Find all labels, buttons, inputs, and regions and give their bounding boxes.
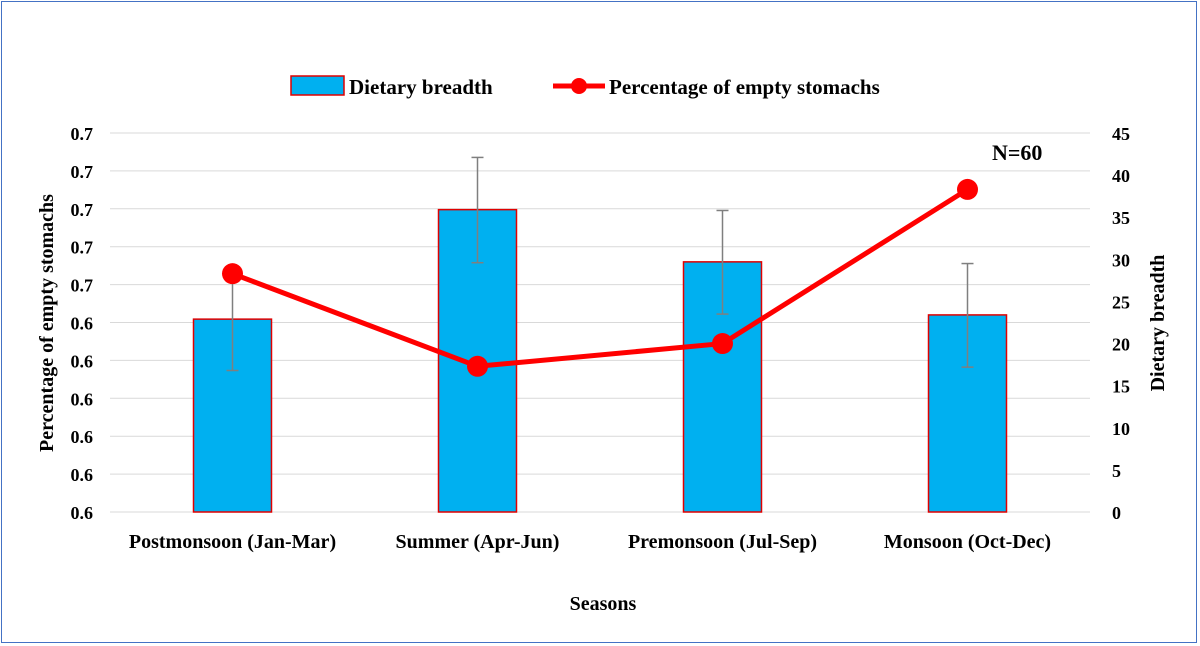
legend: Dietary breadth Percentage of empty stom…	[290, 75, 880, 99]
left-tick-label: 0.6	[71, 314, 94, 334]
left-tick-label: 0.6	[71, 351, 94, 371]
legend-label-bar: Dietary breadth	[349, 75, 493, 99]
legend-swatch-bar	[290, 75, 345, 96]
right-tick-label: 30	[1112, 250, 1130, 270]
left-axis-ticks: 0.6 0.6 0.6 0.6 0.6 0.6 0.7 0.7 0.7 0.7 0.7	[71, 124, 94, 523]
right-tick-label: 15	[1112, 377, 1130, 397]
left-tick-label: 0.7	[71, 276, 94, 296]
left-tick-label: 0.7	[71, 162, 94, 182]
error-bars	[226, 156, 974, 372]
right-tick-label: 45	[1112, 124, 1130, 144]
y-axis-title-right: Dietary breadth	[1147, 255, 1169, 392]
category-labels: Postmonsoon (Jan-Mar) Summer (Apr-Jun) Pre…	[129, 531, 1051, 553]
left-tick-label: 0.6	[71, 503, 94, 523]
category-label: Premonsoon (Jul-Sep)	[628, 531, 817, 553]
right-tick-label: 25	[1112, 292, 1130, 312]
category-label: Monsoon (Oct-Dec)	[884, 531, 1051, 553]
line-point	[222, 263, 243, 285]
annotation-n: N=60	[992, 140, 1042, 165]
error-bar	[716, 209, 729, 315]
line-point	[467, 355, 488, 377]
left-tick-label: 0.6	[71, 465, 94, 485]
category-label: Postmonsoon (Jan-Mar)	[129, 531, 336, 553]
right-tick-label: 0	[1112, 503, 1121, 523]
x-axis-title: Seasons	[570, 593, 637, 615]
left-tick-label: 0.7	[71, 200, 94, 220]
right-tick-label: 10	[1112, 419, 1130, 439]
line-series	[222, 178, 978, 377]
left-tick-label: 0.6	[71, 389, 94, 409]
line-point	[712, 333, 733, 355]
bars	[192, 208, 1008, 513]
line-point	[957, 178, 978, 200]
left-tick-label: 0.7	[71, 238, 94, 258]
right-axis-ticks: 0 5 10 15 20 25 30 35 40 45	[1112, 124, 1130, 523]
legend-label-line: Percentage of empty stomachs	[609, 75, 880, 99]
error-bar	[471, 156, 484, 264]
y-axis-title-left: Percentage of empty stomachs	[36, 194, 58, 452]
left-tick-label: 0.6	[71, 427, 94, 447]
right-tick-label: 35	[1112, 208, 1130, 228]
right-tick-label: 20	[1112, 335, 1130, 355]
legend-swatch-marker	[571, 78, 587, 94]
right-tick-label: 5	[1112, 461, 1121, 481]
gridlines	[110, 132, 1090, 513]
error-bar	[961, 262, 974, 368]
right-tick-label: 40	[1112, 166, 1130, 186]
line-path	[231, 187, 969, 369]
category-label: Summer (Apr-Jun)	[396, 531, 560, 553]
left-tick-label: 0.7	[71, 124, 94, 144]
